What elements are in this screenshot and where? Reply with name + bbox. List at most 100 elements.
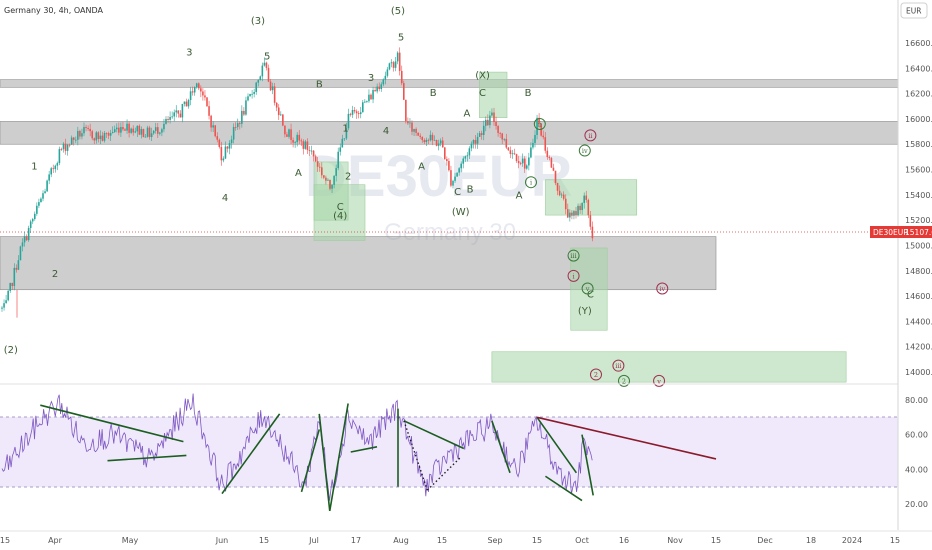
price-tick: 15200.0 xyxy=(905,216,932,225)
candle-body xyxy=(5,300,7,304)
candle-body xyxy=(343,138,346,140)
wave-label: C xyxy=(587,289,594,300)
price-tick: 15800.0 xyxy=(905,140,932,149)
candle-body xyxy=(234,127,237,128)
candle-body xyxy=(589,215,592,227)
wave-label: A xyxy=(516,191,523,202)
candle-body xyxy=(466,155,469,157)
candle-body xyxy=(419,135,421,137)
time-tick: Dec xyxy=(757,536,772,545)
candle-body xyxy=(501,133,503,140)
wave-label: 3 xyxy=(186,48,192,59)
candle-body xyxy=(534,135,536,143)
wave-circle xyxy=(590,368,602,381)
candle-body xyxy=(464,156,467,159)
candle-body xyxy=(34,213,36,220)
wave-circle xyxy=(567,249,580,262)
candle-body xyxy=(259,76,262,81)
candle-body xyxy=(220,146,223,161)
candle-body xyxy=(253,91,255,94)
candle-body xyxy=(569,212,571,218)
price-tick: 14800.0 xyxy=(905,267,932,276)
candle-body xyxy=(261,65,264,77)
candle-body xyxy=(476,136,479,144)
candle-body xyxy=(21,242,24,247)
candle-body xyxy=(548,157,551,159)
candle-body xyxy=(296,134,298,143)
wave-label-layer: 12(2)345(3)ABC(4)12345(5)ABAC(W)BC(X)ABC… xyxy=(4,6,669,387)
wave-label: C xyxy=(479,88,486,99)
time-tick: 15 xyxy=(711,536,721,545)
candle-body xyxy=(349,113,352,115)
candle-body xyxy=(171,116,173,118)
candle-body xyxy=(3,303,5,308)
candle-body xyxy=(489,115,491,126)
candle-body xyxy=(187,100,190,107)
candle-body xyxy=(511,153,514,155)
price-axis: 16600.0 16400.0 16200.0 16000.0 15800.0 15600… xyxy=(905,39,932,377)
candle-body xyxy=(245,100,247,115)
candle-body xyxy=(388,63,391,70)
candle-body xyxy=(487,119,489,126)
candle-body xyxy=(323,175,325,178)
time-tick: 15 xyxy=(0,536,10,545)
candle-body xyxy=(200,88,202,92)
time-tick: 15 xyxy=(532,536,542,545)
gray-zone-1 xyxy=(0,121,899,145)
candle-body xyxy=(50,168,52,175)
candle-body xyxy=(113,129,116,133)
price-tick: 16000.0 xyxy=(905,115,932,124)
candle-body xyxy=(448,161,450,171)
candle-body xyxy=(150,133,153,138)
candle-body xyxy=(97,132,100,140)
candle-body xyxy=(310,150,313,152)
candle-body xyxy=(85,126,87,128)
candle-body xyxy=(581,202,583,211)
candle-body xyxy=(286,134,288,137)
candle-body xyxy=(579,205,581,211)
trendline-layer xyxy=(40,403,717,512)
candle-body xyxy=(124,129,126,131)
candle-body xyxy=(364,101,366,103)
candle-body xyxy=(191,91,194,93)
wave-label: 5 xyxy=(264,51,270,62)
chart-title: Germany 30, 4h, OANDA xyxy=(4,6,103,15)
candle-body xyxy=(81,133,83,137)
candle-body xyxy=(40,198,42,203)
candle-body xyxy=(9,282,11,291)
wave-circle xyxy=(567,269,580,282)
candle-body xyxy=(193,87,196,93)
time-tick: 18 xyxy=(806,536,816,545)
candle-body xyxy=(499,132,501,134)
candle-body xyxy=(93,138,96,141)
candle-body xyxy=(181,103,184,118)
circled-wave-label: i xyxy=(573,272,575,280)
wave-label: B xyxy=(316,79,323,90)
candle-body xyxy=(31,219,34,222)
time-tick: 15 xyxy=(259,536,269,545)
candle-body xyxy=(52,168,55,170)
candle-body xyxy=(212,125,214,128)
candle-body xyxy=(66,144,69,151)
candle-body xyxy=(458,168,460,173)
wave-circle xyxy=(533,117,546,130)
candle-body xyxy=(249,93,251,97)
currency-button[interactable] xyxy=(900,2,928,19)
candle-body xyxy=(257,80,260,83)
wave-label: 5 xyxy=(398,32,404,43)
candle-body xyxy=(146,127,149,137)
candle-body xyxy=(273,86,276,103)
candle-body xyxy=(421,136,424,141)
candle-body xyxy=(575,211,577,216)
candle-body xyxy=(554,170,557,183)
rsi-axis: 80.00 60.00 40.00 20.00 xyxy=(905,396,928,509)
candle-body xyxy=(372,90,374,100)
gray-zone-0 xyxy=(0,79,899,88)
price-tag-value: 15107.6 xyxy=(905,228,932,237)
candle-body xyxy=(48,174,50,181)
wave-label: 1 xyxy=(31,162,37,173)
candle-body xyxy=(64,143,67,151)
candle-body xyxy=(208,106,210,116)
price-tick: 15000.0 xyxy=(905,241,932,250)
